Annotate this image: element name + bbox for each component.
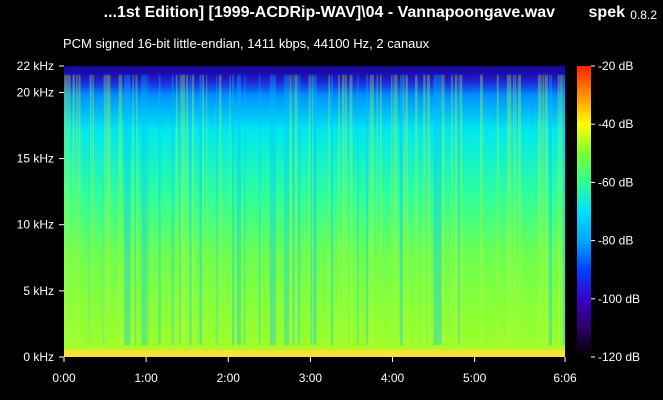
y-tick-label: 15 kHz <box>17 152 54 166</box>
x-tick-label: 6:06 <box>553 371 577 385</box>
spectrogram-plot-area <box>64 66 566 357</box>
title-bar: ...1st Edition] [1999-ACDRip-WAV]\04 - V… <box>0 4 663 28</box>
file-title: ...1st Edition] [1999-ACDRip-WAV]\04 - V… <box>103 4 555 21</box>
y-tick-label: 10 kHz <box>17 218 54 232</box>
y-tick-label: 5 kHz <box>23 284 54 298</box>
colorbar-tick-label: -60 dB <box>598 175 633 189</box>
x-tick-label: 5:00 <box>463 371 487 385</box>
colorbar-tick-label: -20 dB <box>598 59 633 73</box>
y-tick-label: 0 kHz <box>23 350 54 364</box>
colorbar-tick-label: -120 dB <box>598 350 640 364</box>
x-tick-label: 2:00 <box>217 371 241 385</box>
stream-info: PCM signed 16-bit little-endian, 1411 kb… <box>63 36 430 51</box>
time-axis: 0:00 1:00 2:00 3:00 4:00 5:00 6:06 <box>52 357 577 385</box>
colorbar-tick-label: -40 dB <box>598 117 633 131</box>
spectrogram-top-band <box>64 66 565 76</box>
colorbar: -20 dB -40 dB -60 dB -80 dB -100 dB -120 dB <box>577 59 640 364</box>
colorbar-tick-label: -80 dB <box>598 234 633 248</box>
y-tick-label: 22 kHz <box>17 59 54 73</box>
app-version: 0.8.2 <box>630 8 657 22</box>
spectrogram-texture <box>64 74 566 345</box>
frequency-axis: 0 kHz 5 kHz 10 kHz 15 kHz 20 kHz 22 kHz <box>17 59 64 364</box>
x-tick-label: 0:00 <box>52 371 76 385</box>
colorbar-bar <box>577 66 591 357</box>
colorbar-tick-label: -100 dB <box>598 292 640 306</box>
x-tick-label: 3:00 <box>299 371 323 385</box>
x-tick-label: 1:00 <box>134 371 158 385</box>
spectrogram-image <box>64 66 565 357</box>
app-name: spek <box>588 4 625 21</box>
y-tick-label: 20 kHz <box>17 85 54 99</box>
spectrogram-bass-band <box>64 350 565 357</box>
x-tick-label: 4:00 <box>381 371 405 385</box>
